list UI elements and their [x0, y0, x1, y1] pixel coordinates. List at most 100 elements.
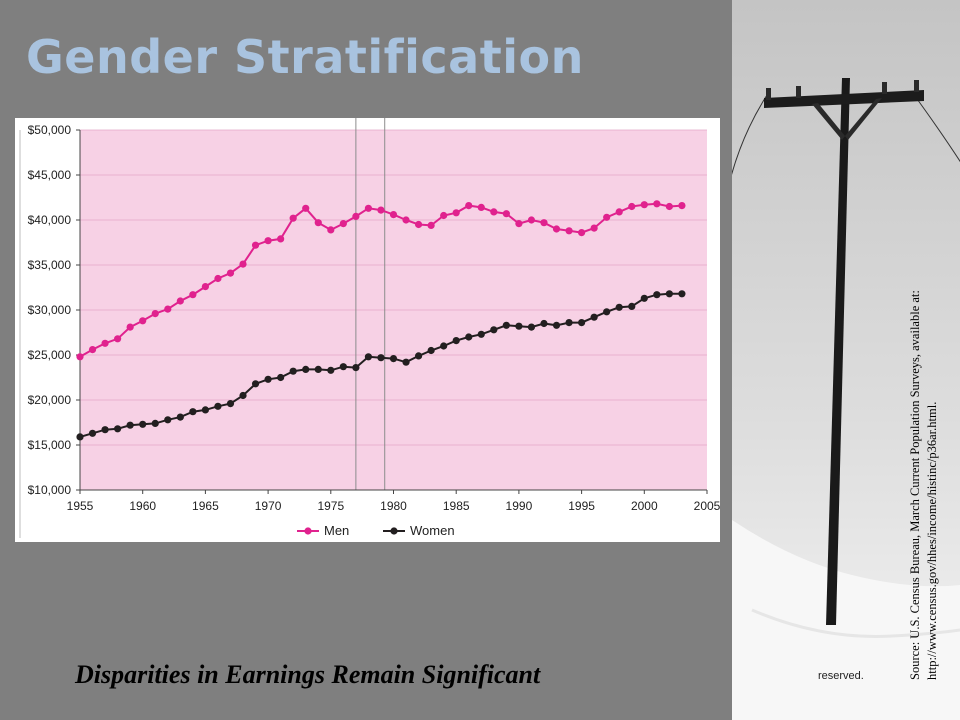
data-point-men [440, 211, 448, 220]
y-tick-label: $20,000 [28, 393, 72, 407]
data-point-men [314, 219, 322, 227]
data-point-women [101, 426, 109, 434]
data-point-women [364, 353, 373, 361]
data-point-women [653, 291, 661, 299]
x-tick-label: 1975 [317, 499, 344, 513]
data-point-women [640, 294, 648, 302]
x-tick-label: 1990 [506, 499, 533, 513]
y-tick-label: $15,000 [28, 438, 72, 452]
data-point-women [440, 342, 448, 350]
data-point-women [578, 319, 586, 327]
data-point-men [88, 346, 97, 354]
data-point-women [352, 364, 360, 372]
data-point-men [678, 202, 686, 210]
data-point-men [477, 203, 485, 211]
data-point-women [477, 330, 485, 338]
data-point-men [490, 208, 498, 216]
slide-title: Gender Stratification [26, 30, 584, 84]
data-point-men [402, 216, 410, 224]
data-point-women [465, 333, 473, 341]
data-point-women [226, 400, 235, 408]
data-point-women [490, 326, 498, 334]
data-point-women [552, 321, 561, 329]
earnings-line-chart: $10,000 $15,000 $20,000 $25,000 $30,000 $35,0… [19, 118, 720, 538]
x-tick-label: 2000 [631, 499, 658, 513]
x-tick-label: 1955 [67, 499, 94, 513]
data-point-women [515, 322, 523, 330]
x-tick-label: 1970 [255, 499, 282, 513]
data-point-men [364, 204, 373, 212]
data-point-men [615, 208, 623, 216]
data-point-men [515, 220, 523, 228]
data-point-women [389, 355, 398, 363]
data-point-men [389, 211, 398, 219]
data-point-men [578, 229, 586, 237]
data-point-men [251, 241, 260, 249]
data-point-men [339, 220, 347, 228]
y-tick-label: $25,000 [28, 348, 72, 362]
source-line-2: http://www.census.gov/hhes/income/histin… [925, 401, 939, 680]
y-tick-label: $30,000 [28, 303, 72, 317]
x-tick-label: 1985 [443, 499, 470, 513]
y-tick-label: $10,000 [28, 483, 72, 497]
data-point-men [540, 219, 548, 227]
x-tick-label: 1960 [129, 499, 156, 513]
data-point-women [615, 303, 623, 311]
data-point-women [302, 365, 310, 373]
data-point-women [201, 406, 209, 414]
earnings-chart: $10,000 $15,000 $20,000 $25,000 $30,000 $35,0… [15, 118, 720, 542]
data-point-men [126, 323, 134, 331]
data-point-men [264, 237, 272, 245]
legend-marker-men [304, 527, 312, 535]
data-point-women [339, 363, 347, 371]
data-point-women [452, 337, 460, 345]
y-tick-label: $50,000 [28, 123, 72, 137]
data-point-men [352, 212, 360, 220]
data-point-men [189, 291, 197, 299]
data-point-women [264, 375, 272, 383]
data-point-men [465, 202, 473, 210]
data-point-women [189, 408, 197, 416]
data-point-women [377, 354, 385, 362]
data-point-women [151, 419, 159, 427]
data-point-women [314, 365, 322, 373]
data-point-women [414, 352, 423, 360]
data-point-men [76, 353, 84, 361]
data-point-women [628, 302, 636, 310]
data-point-men [427, 221, 435, 229]
data-point-men [277, 235, 285, 243]
data-point-men [414, 220, 423, 229]
y-tick-label: $35,000 [28, 258, 72, 272]
data-point-men [603, 213, 611, 221]
data-point-men [327, 226, 335, 234]
data-point-women [678, 290, 686, 298]
data-point-men [653, 200, 661, 208]
x-tick-label: 1995 [568, 499, 595, 513]
data-point-women [527, 323, 536, 331]
data-point-men [527, 216, 536, 224]
data-point-men [214, 274, 222, 283]
data-point-men [452, 209, 460, 217]
legend-label-men: Men [324, 523, 349, 538]
data-point-men [628, 202, 636, 211]
data-point-men [377, 206, 385, 214]
photo-caption: reserved. [818, 670, 864, 682]
data-point-men [139, 317, 147, 325]
data-point-men [101, 339, 109, 347]
data-point-women [176, 413, 184, 421]
data-point-women [603, 308, 611, 316]
data-point-women [164, 416, 172, 424]
legend-label-women: Women [410, 523, 455, 538]
x-tick-label: 1980 [380, 499, 407, 513]
data-point-men [590, 224, 598, 232]
data-point-women [139, 420, 147, 428]
data-point-women [402, 358, 410, 366]
data-point-men [201, 283, 209, 291]
data-point-men [151, 310, 159, 318]
x-tick-label: 2005 [694, 499, 720, 513]
y-tick-label: $45,000 [28, 168, 72, 182]
data-point-women [239, 391, 247, 400]
data-point-women [327, 366, 335, 374]
source-citation: Source: U.S. Census Bureau, March Curren… [907, 160, 941, 680]
data-point-women [565, 319, 573, 327]
